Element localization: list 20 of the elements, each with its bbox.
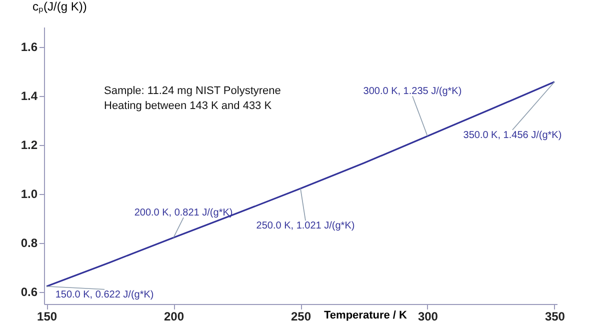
x-tick-label: 250	[290, 310, 312, 324]
annotation: 250.0 K, 1.021 J/(g*K)	[256, 220, 355, 232]
y-tick-label: 1.4	[20, 89, 38, 104]
x-axis-title: Temperature / K	[324, 310, 408, 322]
y-tick-label: 1.6	[20, 40, 38, 54]
annotation: 200.0 K, 0.821 J/(g*K)	[134, 208, 233, 219]
y-tick-label: 1.2	[20, 138, 38, 152]
annotation: 150.0 K, 0.622 J/(g*K)	[55, 289, 154, 300]
x-tick-label: 150	[37, 310, 58, 324]
annotation: Sample: 11.24 mg NIST Polystyrene	[104, 85, 281, 97]
x-tick-label: 200	[164, 310, 184, 324]
annotation: 300.0 K, 1.235 J/(g*K)	[363, 86, 462, 98]
y-tick-label: 1.0	[20, 187, 38, 202]
annotation: 350.0 K, 1.456 J/(g*K)	[463, 130, 562, 141]
x-tick-label: 350	[544, 310, 566, 324]
y-axis-title: cₚ(J/(g K))	[32, 0, 87, 14]
x-tick-label: 300	[418, 310, 438, 324]
y-tick-label: 0.8	[20, 236, 38, 250]
y-tick-label: 0.6	[20, 285, 38, 300]
annotation: Heating between 143 K and 433 K	[104, 100, 272, 112]
